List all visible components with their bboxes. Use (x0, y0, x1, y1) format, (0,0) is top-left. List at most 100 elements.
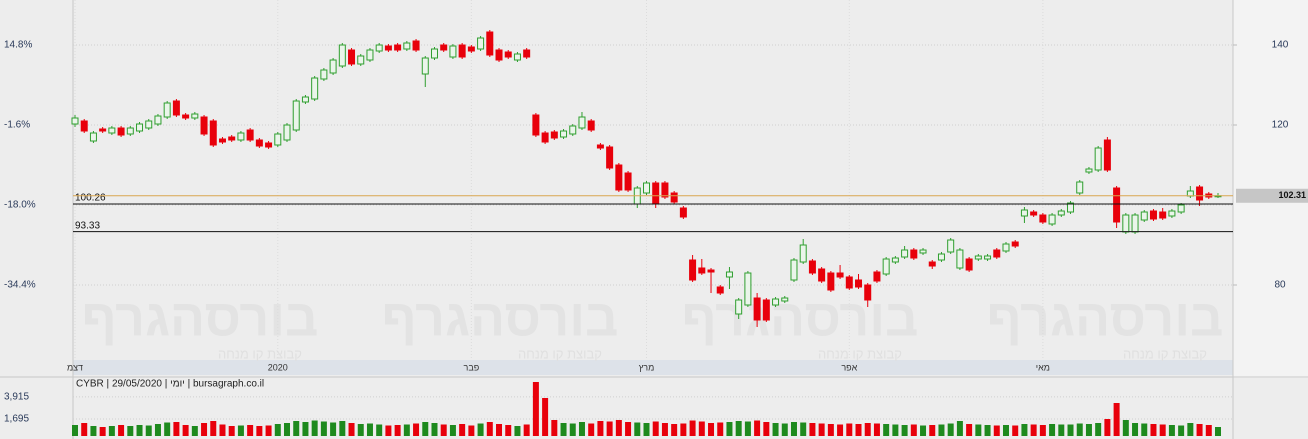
candle-body (910, 249, 918, 259)
volume-bar (1205, 425, 1212, 436)
volume-bar (689, 420, 696, 436)
volume-bar (330, 422, 337, 436)
volume-bar (1012, 425, 1019, 436)
candle-body (255, 139, 263, 147)
volume-bar (1076, 423, 1083, 436)
candle-body (292, 100, 300, 131)
candle-body (855, 279, 863, 288)
volume-bar (542, 398, 549, 436)
volume-bar (90, 426, 97, 436)
volume-bar (680, 423, 687, 436)
candle-body (301, 96, 309, 103)
volume-bar (560, 423, 567, 436)
volume-bar (1039, 425, 1046, 436)
candle-body (99, 128, 107, 132)
candle-body (458, 44, 466, 58)
candle-body (449, 45, 457, 58)
candle-body (421, 57, 429, 75)
volume-bar (191, 426, 198, 436)
volume-bar (1002, 425, 1009, 436)
volume-bar (376, 424, 383, 436)
volume-bar (855, 424, 862, 436)
candle-body (1113, 187, 1121, 223)
last-price-label: 102.31 (1278, 190, 1306, 200)
watermark: בורסהגרף (382, 290, 619, 348)
candle-body (891, 257, 899, 263)
volume-bar (1150, 424, 1157, 436)
candle-body (283, 124, 291, 141)
candle-body (698, 267, 706, 274)
volume-bar (357, 424, 364, 436)
volume-bar (348, 423, 355, 436)
volume-bar (892, 424, 899, 436)
candle-body (560, 130, 568, 138)
candle-body (1122, 214, 1130, 233)
candle-body (467, 46, 475, 52)
volume-bar (652, 421, 659, 436)
volume-bar (929, 425, 936, 436)
left-tick-label: 14.8% (4, 40, 32, 51)
volume-bar (136, 425, 143, 436)
volume-bar (284, 423, 291, 436)
x-tick-label: אפר (841, 362, 857, 372)
candle-body (596, 144, 604, 149)
candle-body (218, 138, 226, 143)
candle-body (781, 297, 789, 302)
left-tick-label: -1.6% (4, 120, 30, 131)
volume-bar (505, 425, 512, 436)
volume-bar (588, 423, 595, 436)
candle-body (984, 255, 992, 260)
volume-bar (1141, 423, 1148, 436)
volume-bar (72, 425, 78, 436)
candle-body (836, 272, 844, 278)
volume-bar (956, 421, 963, 436)
volume-bar (569, 423, 576, 436)
volume-bar (219, 424, 226, 436)
candle-body (707, 269, 715, 273)
volume-bar (1168, 425, 1175, 436)
candle-body (1067, 202, 1075, 213)
watermark: בורסהגרף (987, 290, 1224, 348)
candle-body (430, 48, 438, 59)
x-tick-label: דצמ (67, 362, 83, 372)
volume-bar (1049, 424, 1056, 436)
candle-body (126, 127, 134, 135)
volume-bar (1095, 423, 1102, 436)
volume-bar (201, 423, 208, 436)
candles (71, 30, 1222, 327)
candle-body (348, 49, 356, 65)
volume-bar (763, 422, 770, 436)
candle-body (117, 127, 125, 136)
volume-bar (975, 424, 982, 436)
candle-body (864, 284, 872, 301)
candle-body (145, 120, 153, 129)
volume-bar (800, 422, 807, 436)
volume-bar (864, 423, 871, 436)
candle-body (209, 120, 217, 146)
volume-bar (671, 424, 678, 436)
candle-body (357, 55, 365, 65)
volume-bar (809, 423, 816, 436)
candle-body (882, 258, 890, 275)
candle-body (873, 271, 881, 282)
volume-bar (735, 421, 742, 436)
volume-bar (403, 424, 410, 436)
candle-body (1149, 210, 1157, 220)
volume-bar (173, 422, 180, 436)
volume-bar (1215, 427, 1221, 436)
volume-bar (1187, 423, 1194, 436)
candle-body (643, 182, 650, 194)
volume-bar (1021, 424, 1028, 436)
candle-body (716, 286, 724, 294)
x-tick-label: פבר (464, 362, 480, 372)
volume-bar (1122, 420, 1129, 436)
volume-bar (966, 424, 973, 436)
volume-bar (790, 422, 797, 436)
labels: 14.8% -1.6% -18.0% -34.4% 80 120 140 דצמ 2020 פבר… (4, 40, 1308, 425)
watermark-sub: קבוצת קו מנחה (1123, 346, 1207, 361)
volume-bar (643, 423, 650, 436)
candle-body (541, 132, 549, 143)
candle-body (928, 261, 936, 267)
candle-body (1186, 190, 1194, 197)
